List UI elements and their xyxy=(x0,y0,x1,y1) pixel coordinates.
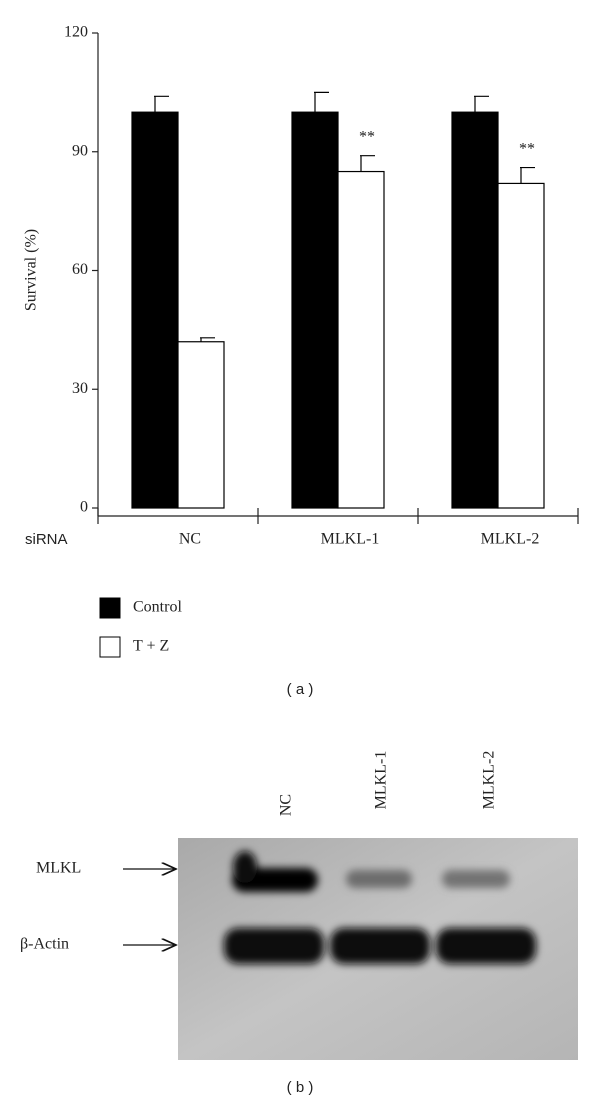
legend-label: T + Z xyxy=(133,638,169,655)
error-bar xyxy=(520,166,535,184)
error-bar xyxy=(474,95,489,113)
row-label: β-Actin xyxy=(20,936,69,953)
y-tick-label: 120 xyxy=(64,24,88,41)
caption: ( b ) xyxy=(287,1079,314,1096)
x-tick-label: MLKL-1 xyxy=(321,531,380,548)
error-bar xyxy=(154,95,169,113)
bar xyxy=(291,111,339,509)
y-tick-label: 30 xyxy=(72,380,88,397)
row-label: MLKL xyxy=(36,860,81,877)
bar xyxy=(451,111,499,509)
annotation: ** xyxy=(519,140,535,157)
x-tick-label: MLKL-2 xyxy=(481,531,540,548)
error-bar xyxy=(360,155,375,172)
y-axis-label: Survival (%) xyxy=(23,229,40,311)
bar xyxy=(337,170,385,509)
caption: ( a ) xyxy=(287,681,314,698)
bands xyxy=(224,851,536,964)
x-axis-label: siRNA xyxy=(25,531,68,548)
bar xyxy=(131,111,179,509)
legend-swatch xyxy=(99,636,121,658)
legend-swatch xyxy=(99,597,121,619)
error-bar xyxy=(314,91,329,113)
y-tick-label: 90 xyxy=(72,142,88,159)
bar xyxy=(177,341,225,509)
x-tick-label: NC xyxy=(179,531,201,548)
lane-label: MLKL-1 xyxy=(373,751,390,810)
y-tick-label: 0 xyxy=(80,499,88,516)
y-tick-label: 60 xyxy=(72,261,88,278)
blot: NC MLKL-1 MLKL-2 MLKL β-Actin ( b ) xyxy=(20,751,578,1096)
lane-label: NC xyxy=(278,794,295,816)
legend-label: Control xyxy=(133,599,182,616)
error-bar xyxy=(200,337,215,342)
bar xyxy=(497,182,545,509)
lane-label: MLKL-2 xyxy=(481,751,498,810)
annotation: ** xyxy=(359,128,375,145)
